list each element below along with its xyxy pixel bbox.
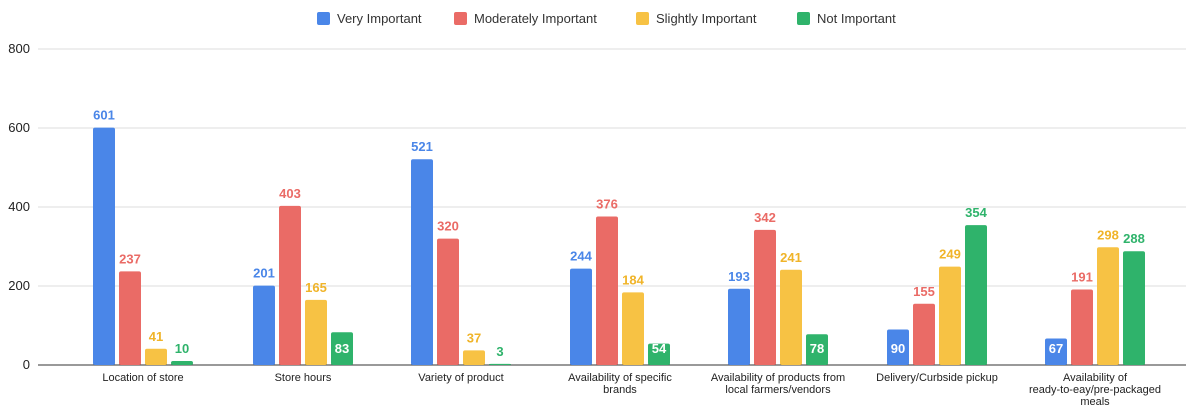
- data-label: 376: [596, 196, 618, 211]
- data-label: 10: [175, 341, 189, 356]
- bar-moderately-important: [119, 271, 141, 365]
- y-tick-label: 600: [8, 120, 30, 135]
- x-axis: Location of store Store hours Variety of p…: [102, 372, 1161, 408]
- bar-very-important: [1045, 338, 1067, 365]
- bar-not-important: [1123, 251, 1145, 365]
- x-tick-label: Variety of product: [418, 372, 503, 384]
- data-label: 298: [1097, 227, 1119, 242]
- x-tick-label: Availability of specific brands: [568, 372, 672, 396]
- data-label: 184: [622, 272, 644, 287]
- data-label: 237: [119, 251, 141, 266]
- bar-slightly-important: [780, 269, 802, 365]
- data-label: 354: [965, 205, 987, 220]
- bars: [93, 127, 1145, 365]
- bar-very-important: [93, 127, 115, 365]
- x-tick-label: Availability of products from local farme…: [711, 372, 845, 396]
- bar-not-important: [648, 343, 670, 365]
- legend: Very Important Moderately Important Slight…: [317, 11, 896, 26]
- legend-label: Very Important: [337, 11, 422, 26]
- bar-moderately-important: [1071, 289, 1093, 365]
- bar-very-important: [253, 285, 275, 365]
- data-label: 521: [411, 139, 433, 154]
- data-label: 320: [437, 219, 459, 234]
- data-label: 54: [652, 341, 667, 356]
- bar-not-important: [489, 363, 511, 365]
- bar-not-important: [965, 225, 987, 365]
- y-tick-label: 400: [8, 199, 30, 214]
- bar-not-important: [171, 361, 193, 365]
- gridlines: [38, 48, 1186, 366]
- bar-very-important: [411, 159, 433, 365]
- data-label: 37: [467, 330, 481, 345]
- data-label: 191: [1071, 270, 1093, 285]
- legend-label: Not Important: [817, 11, 896, 26]
- bar-not-important: [806, 334, 828, 365]
- data-label: 83: [335, 341, 349, 356]
- data-label: 601: [93, 108, 115, 123]
- bar-very-important: [887, 329, 909, 365]
- bar-moderately-important: [913, 303, 935, 365]
- bar-moderately-important: [437, 238, 459, 365]
- data-label: 155: [913, 284, 935, 299]
- x-tick-label: Delivery/Curbside pickup: [876, 372, 998, 384]
- legend-label: Slightly Important: [656, 11, 757, 26]
- y-tick-label: 800: [8, 41, 30, 56]
- data-label: 67: [1049, 341, 1063, 356]
- legend-label: Moderately Important: [474, 11, 597, 26]
- data-label: 249: [939, 247, 961, 262]
- legend-swatch: [454, 12, 467, 25]
- bar-slightly-important: [622, 292, 644, 365]
- bar-moderately-important: [279, 205, 301, 365]
- bar-slightly-important: [463, 350, 485, 365]
- bar-slightly-important: [939, 266, 961, 365]
- legend-swatch: [636, 12, 649, 25]
- data-label: 3: [496, 344, 503, 359]
- data-label: 90: [891, 341, 905, 356]
- data-label: 193: [728, 269, 750, 284]
- data-label: 241: [780, 250, 802, 265]
- legend-swatch: [797, 12, 810, 25]
- y-tick-label: 0: [23, 357, 30, 372]
- data-label: 342: [754, 210, 776, 225]
- bar-not-important: [331, 332, 353, 365]
- x-tick-label: Location of store: [102, 372, 183, 384]
- data-label: 41: [149, 329, 163, 344]
- data-label: 165: [305, 280, 327, 295]
- data-label: 403: [279, 186, 301, 201]
- bar-slightly-important: [145, 348, 167, 365]
- data-label: 288: [1123, 231, 1145, 246]
- bar-slightly-important: [305, 299, 327, 365]
- x-tick-label: Store hours: [275, 372, 332, 384]
- data-label: 78: [810, 341, 824, 356]
- data-label: 201: [253, 266, 275, 281]
- y-tick-label: 200: [8, 278, 30, 293]
- y-axis: 0 200 400 600 800: [8, 41, 30, 372]
- bar-moderately-important: [754, 229, 776, 365]
- bar-moderately-important: [596, 216, 618, 365]
- data-label: 244: [570, 249, 592, 264]
- bar-slightly-important: [1097, 247, 1119, 365]
- x-tick-label: Availability of ready-to-eay/pre-packaged…: [1029, 372, 1161, 408]
- legend-swatch: [317, 12, 330, 25]
- bar-very-important: [570, 268, 592, 365]
- value-labels: 601 237 41 10 201 403 165 83 521 320 37 3 244 376 184 5…: [93, 108, 1145, 359]
- bar-very-important: [728, 288, 750, 365]
